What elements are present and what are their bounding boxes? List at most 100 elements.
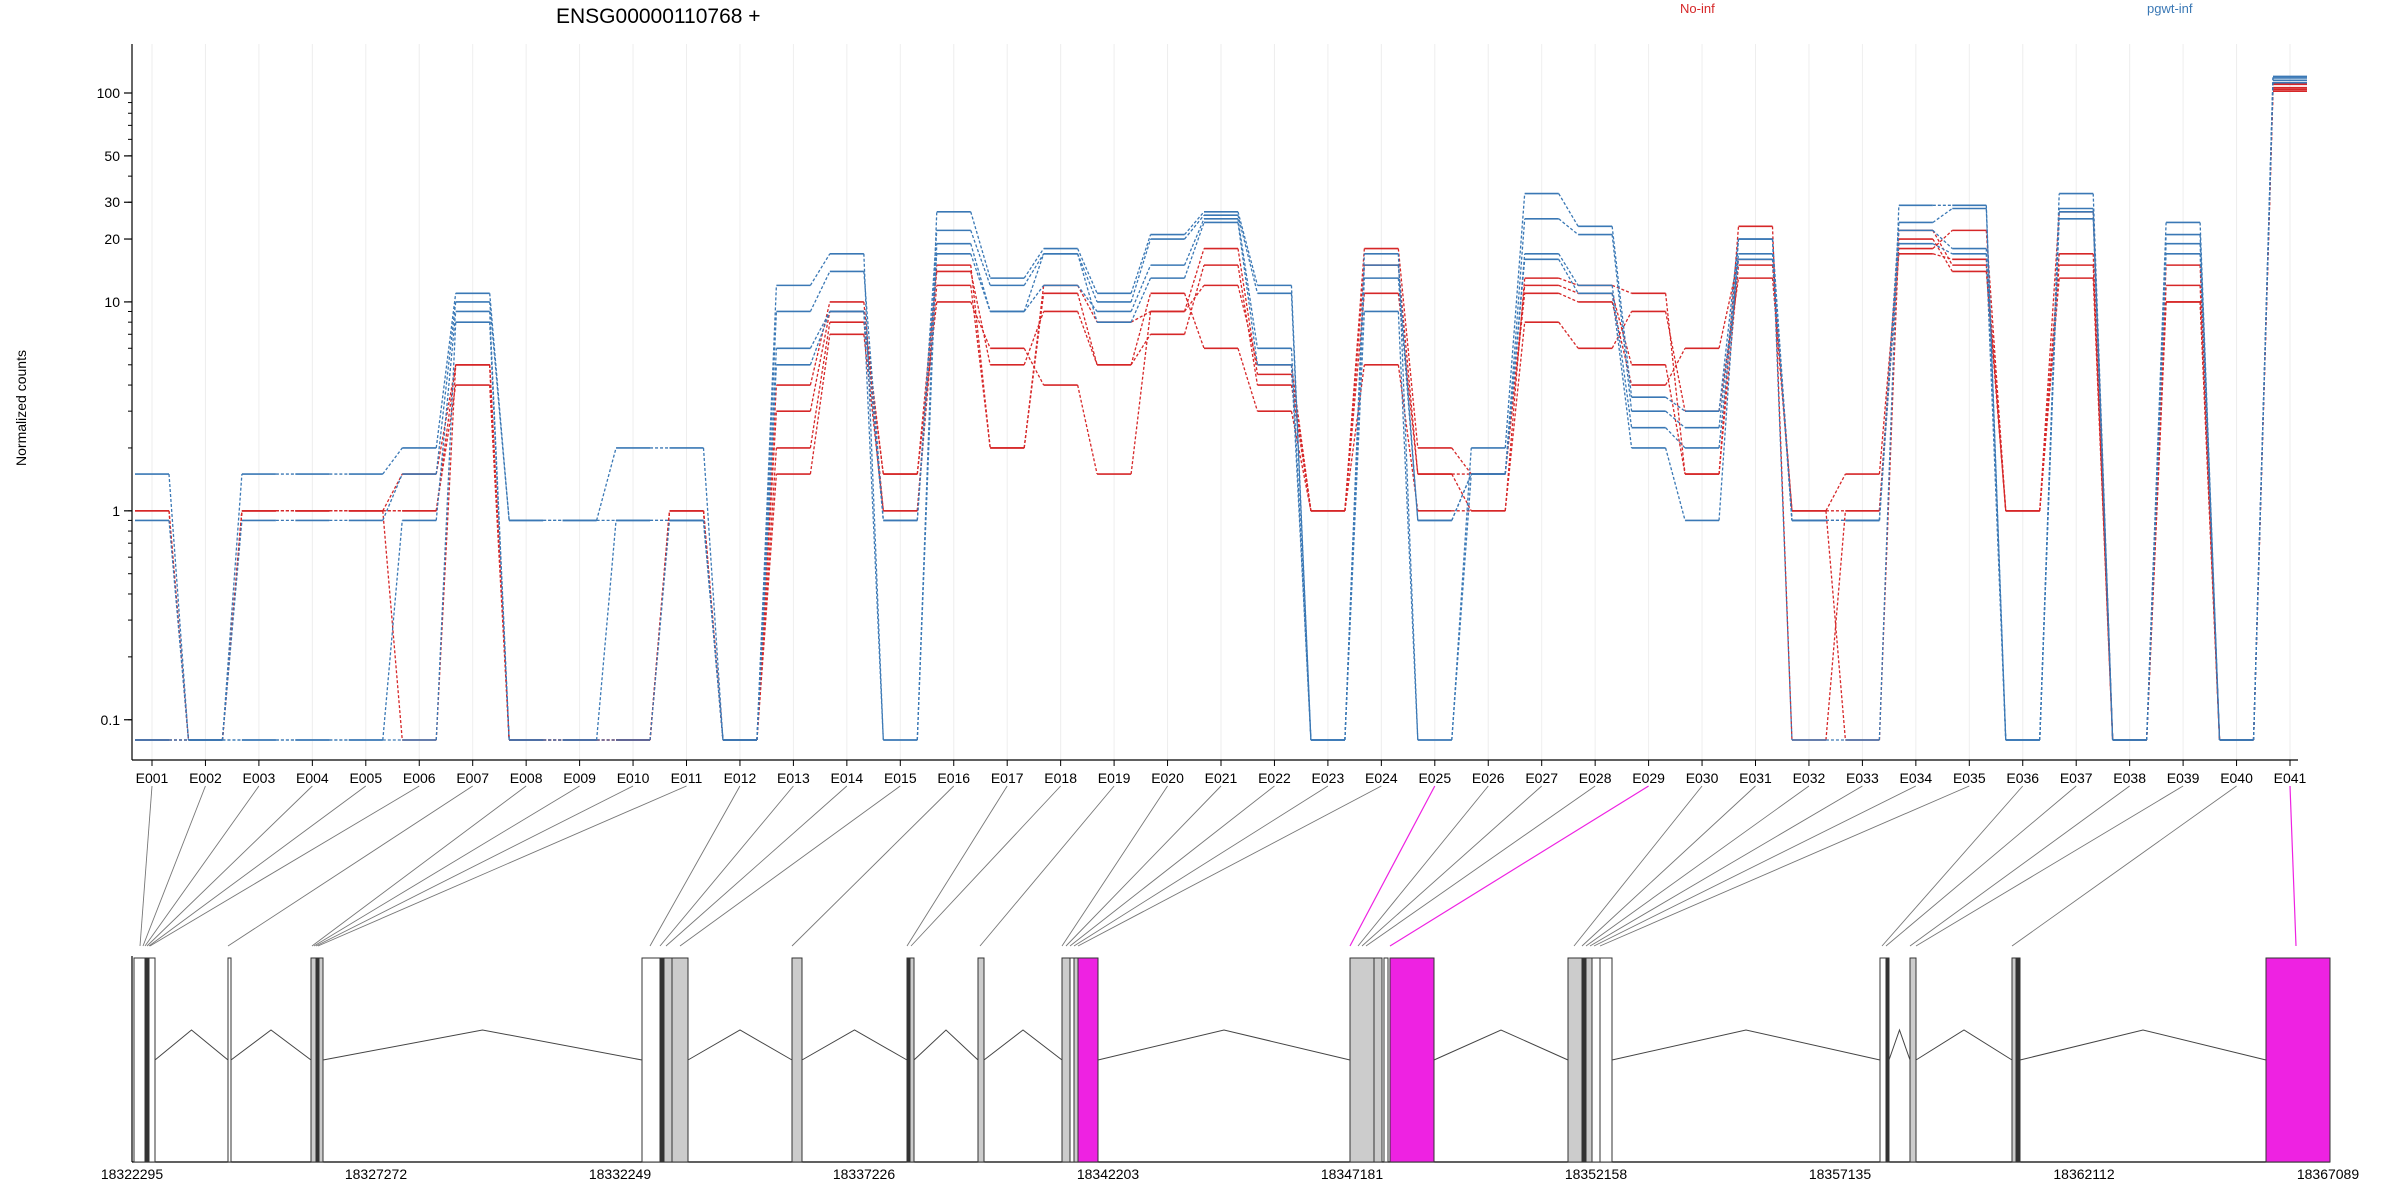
series-transition [1077, 311, 1098, 366]
series-transition [1558, 218, 1579, 236]
series-transition [1558, 193, 1579, 227]
series-transition [1664, 311, 1686, 412]
series-transition [1985, 253, 2007, 741]
exon-connector [139, 785, 153, 947]
exon-connector [1077, 785, 1382, 947]
series-transition [1344, 265, 1365, 511]
series-transition [2199, 253, 2221, 741]
y-tick-label: 50 [104, 148, 120, 164]
series-transition [1878, 248, 1900, 475]
series-transition [1451, 473, 1472, 512]
series-transition [1932, 253, 1953, 260]
series-transition [1397, 364, 1419, 511]
x-tick-label: E030 [1686, 770, 1719, 786]
series-transition [809, 301, 831, 386]
exon-connector [2011, 785, 2237, 947]
series-transition [1451, 473, 1472, 741]
exon-connector [313, 785, 580, 947]
genomic-coordinate-label: 18337226 [833, 1166, 896, 1182]
series-transition [809, 334, 831, 475]
series-pgwt-inf-7 [135, 81, 2307, 741]
x-tick-label: E024 [1365, 770, 1398, 786]
series-transition [1771, 259, 1793, 521]
series-lines [135, 75, 2307, 741]
series-transition [1184, 214, 1205, 240]
exon-connector [144, 785, 260, 947]
series-transition [382, 510, 403, 741]
series-transition [382, 447, 403, 475]
exon-connector [142, 785, 206, 947]
y-tick-label: 30 [104, 194, 120, 210]
exon-connector [1361, 785, 1542, 947]
x-tick-label: E011 [671, 770, 703, 786]
exon-box [1383, 957, 1389, 1163]
series-transition [970, 285, 991, 449]
series-transition [1664, 447, 1686, 521]
series-transition [702, 447, 724, 741]
x-tick-label: E034 [1899, 770, 1932, 786]
series-transition [1130, 293, 1152, 365]
series-transition [970, 271, 991, 365]
x-tick-label: E028 [1579, 770, 1612, 786]
series-transition [1397, 278, 1419, 521]
exon-box [1567, 957, 1583, 1163]
series-transition [2039, 218, 2060, 741]
x-tick-label: E015 [884, 770, 917, 786]
genomic-coordinate-label: 18332249 [589, 1166, 652, 1182]
x-tick-label: E008 [510, 770, 543, 786]
x-tick-label: E007 [456, 770, 489, 786]
series-transition [1451, 473, 1472, 521]
x-tick-label: E031 [1739, 770, 1772, 786]
series-transition [970, 301, 991, 349]
series-transition [1183, 248, 1205, 312]
series-transition [1825, 473, 1846, 512]
exon-box [1885, 957, 1890, 1163]
series-transition [1451, 447, 1472, 741]
exon-box [671, 957, 689, 1163]
series-transition [1611, 284, 1632, 294]
series-transition [1023, 253, 1045, 312]
series-transition [1397, 265, 1419, 521]
series-transition [863, 271, 884, 521]
series-transition [1023, 253, 1045, 286]
exon-box [310, 957, 317, 1163]
series-transition [1183, 264, 1205, 335]
exon-box [791, 957, 803, 1163]
x-tick-label: E035 [1953, 770, 1986, 786]
series-transition [1237, 218, 1259, 349]
series-transition [2092, 218, 2114, 741]
exon-box [1591, 957, 1601, 1163]
series-transition [1237, 265, 1259, 386]
series-transition [595, 447, 617, 521]
series-transition [1183, 218, 1205, 266]
gene-title: ENSG00000110768 + [556, 5, 761, 28]
exon-connector [227, 785, 473, 947]
exon-connector [906, 785, 1008, 947]
exon-connector [1881, 785, 2024, 947]
series-transition [221, 473, 243, 741]
series-transition [1932, 207, 1953, 224]
series-transition [435, 322, 457, 741]
y-axis-label: Normalized counts [13, 350, 29, 466]
series-transition [1611, 311, 1633, 349]
series-transition [1504, 193, 1526, 448]
series-transition [1825, 510, 1847, 741]
series-transition [489, 301, 510, 521]
x-tick-label: E041 [2274, 770, 2307, 786]
x-tick-label: E027 [1525, 770, 1558, 786]
exon-connector [148, 785, 367, 947]
exon-connector [1915, 785, 2184, 947]
series-transition [1023, 284, 1045, 312]
series-transition [970, 230, 991, 286]
series-transition [970, 265, 991, 449]
series-transition [1130, 264, 1152, 312]
series-transition [1558, 284, 1579, 294]
y-tick-label: 10 [104, 294, 120, 310]
series-transition [1344, 278, 1365, 741]
exon-connector [311, 785, 527, 947]
series-transition [1932, 243, 1953, 255]
series-transition [1771, 239, 1793, 741]
intron-line [1433, 1029, 1569, 1061]
genomic-coordinate-label: 18347181 [1321, 1166, 1384, 1182]
